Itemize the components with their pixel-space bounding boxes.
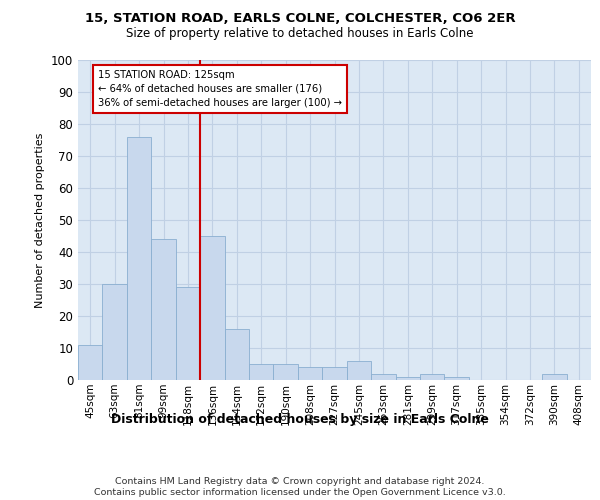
Bar — [420, 374, 445, 380]
Bar — [103, 284, 127, 380]
Bar — [395, 377, 420, 380]
Bar — [249, 364, 274, 380]
Text: Size of property relative to detached houses in Earls Colne: Size of property relative to detached ho… — [126, 28, 474, 40]
Text: 15 STATION ROAD: 125sqm
← 64% of detached houses are smaller (176)
36% of semi-d: 15 STATION ROAD: 125sqm ← 64% of detache… — [98, 70, 341, 108]
Bar — [274, 364, 298, 380]
Y-axis label: Number of detached properties: Number of detached properties — [35, 132, 46, 308]
Bar — [445, 377, 469, 380]
Bar — [200, 236, 224, 380]
Bar — [127, 137, 151, 380]
Text: Contains HM Land Registry data © Crown copyright and database right 2024.
Contai: Contains HM Land Registry data © Crown c… — [94, 478, 506, 497]
Bar — [542, 374, 566, 380]
Bar — [322, 367, 347, 380]
Bar — [78, 345, 103, 380]
Text: 15, STATION ROAD, EARLS COLNE, COLCHESTER, CO6 2ER: 15, STATION ROAD, EARLS COLNE, COLCHESTE… — [85, 12, 515, 26]
Text: Distribution of detached houses by size in Earls Colne: Distribution of detached houses by size … — [111, 412, 489, 426]
Bar — [298, 367, 322, 380]
Bar — [176, 287, 200, 380]
Bar — [347, 361, 371, 380]
Bar — [371, 374, 395, 380]
Bar — [224, 329, 249, 380]
Bar — [151, 239, 176, 380]
